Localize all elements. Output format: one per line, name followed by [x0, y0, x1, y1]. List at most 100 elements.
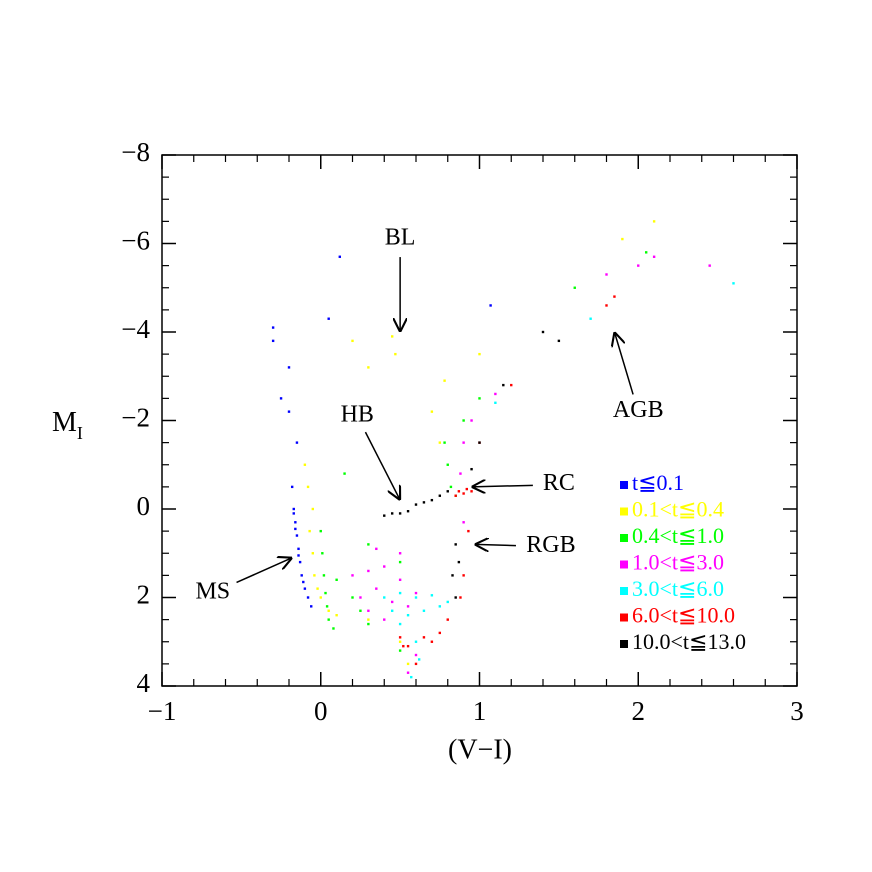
point	[351, 574, 354, 577]
y-tick-label: −2	[121, 403, 150, 433]
legend-marker	[620, 640, 628, 648]
point	[313, 574, 316, 577]
point	[406, 644, 410, 648]
point	[398, 512, 402, 515]
point	[303, 463, 307, 466]
point	[541, 330, 545, 334]
point	[327, 618, 330, 621]
point	[398, 560, 402, 564]
point	[383, 514, 386, 517]
point	[443, 379, 446, 382]
y-tick-label: 2	[137, 580, 151, 610]
point	[422, 501, 426, 504]
y-tick-label: −8	[121, 137, 150, 167]
point	[367, 618, 370, 621]
point	[375, 587, 378, 590]
legend-label: 10.0<t≦13.0	[632, 629, 746, 654]
point	[462, 419, 465, 422]
point	[459, 596, 462, 599]
legend-label: 0.1<t≦0.4	[632, 497, 724, 522]
point	[287, 410, 291, 413]
point	[359, 609, 362, 612]
point	[310, 605, 313, 608]
x-tick-label: 0	[314, 696, 328, 726]
point	[446, 463, 449, 466]
series	[319, 251, 648, 652]
series	[351, 255, 711, 674]
point	[367, 609, 370, 612]
point	[470, 490, 473, 493]
series	[383, 282, 735, 679]
point	[478, 352, 481, 356]
point	[306, 485, 310, 489]
point	[294, 521, 297, 524]
point	[451, 574, 454, 577]
point	[298, 560, 302, 564]
annotation-label: RGB	[526, 532, 575, 558]
point	[297, 547, 300, 551]
point	[613, 295, 616, 298]
point	[398, 552, 402, 555]
y-axis-label-main: M	[52, 407, 77, 438]
y-tick-label: 4	[137, 668, 151, 698]
x-tick-label: 1	[473, 696, 487, 726]
point	[351, 596, 354, 599]
point	[398, 591, 402, 595]
point	[295, 534, 299, 537]
point	[478, 441, 481, 444]
point	[470, 467, 473, 471]
point	[732, 282, 735, 285]
point	[557, 339, 561, 343]
point	[325, 605, 329, 608]
annotation-arrow	[475, 544, 516, 545]
y-tick-label: 0	[137, 491, 151, 521]
point	[335, 578, 338, 581]
point	[494, 401, 497, 404]
point	[295, 441, 299, 444]
legend-marker	[620, 534, 628, 542]
point	[292, 512, 295, 515]
point	[454, 596, 457, 599]
point	[394, 352, 397, 356]
point	[417, 658, 421, 661]
point	[390, 609, 394, 612]
point	[443, 441, 446, 444]
point	[462, 441, 465, 444]
point	[446, 618, 449, 621]
point	[300, 574, 303, 577]
point	[510, 383, 513, 387]
y-tick-label: −4	[121, 314, 150, 344]
point	[398, 649, 402, 652]
point	[430, 594, 434, 597]
point	[402, 644, 405, 648]
y-axis-label-sub: I	[77, 423, 83, 443]
series	[383, 330, 561, 599]
point	[383, 565, 386, 568]
annotation-arrow	[236, 558, 293, 584]
point	[449, 485, 453, 489]
point	[359, 596, 362, 599]
point	[398, 636, 402, 639]
point	[438, 494, 442, 497]
point	[406, 510, 410, 513]
point	[446, 600, 449, 604]
point	[292, 507, 295, 511]
point	[414, 662, 418, 666]
point	[319, 529, 322, 533]
point	[406, 662, 410, 666]
point	[494, 392, 497, 396]
point	[398, 640, 402, 643]
point	[621, 237, 624, 241]
point	[465, 487, 468, 491]
point	[438, 631, 442, 635]
x-tick-label: 3	[790, 696, 804, 726]
legend-label: t≦0.1	[632, 470, 684, 495]
point	[430, 640, 434, 643]
point	[332, 627, 335, 630]
annotation-arrow	[472, 485, 533, 487]
point	[462, 492, 465, 495]
legend-label: 0.4<t≦1.0	[632, 523, 724, 548]
point	[287, 366, 291, 369]
